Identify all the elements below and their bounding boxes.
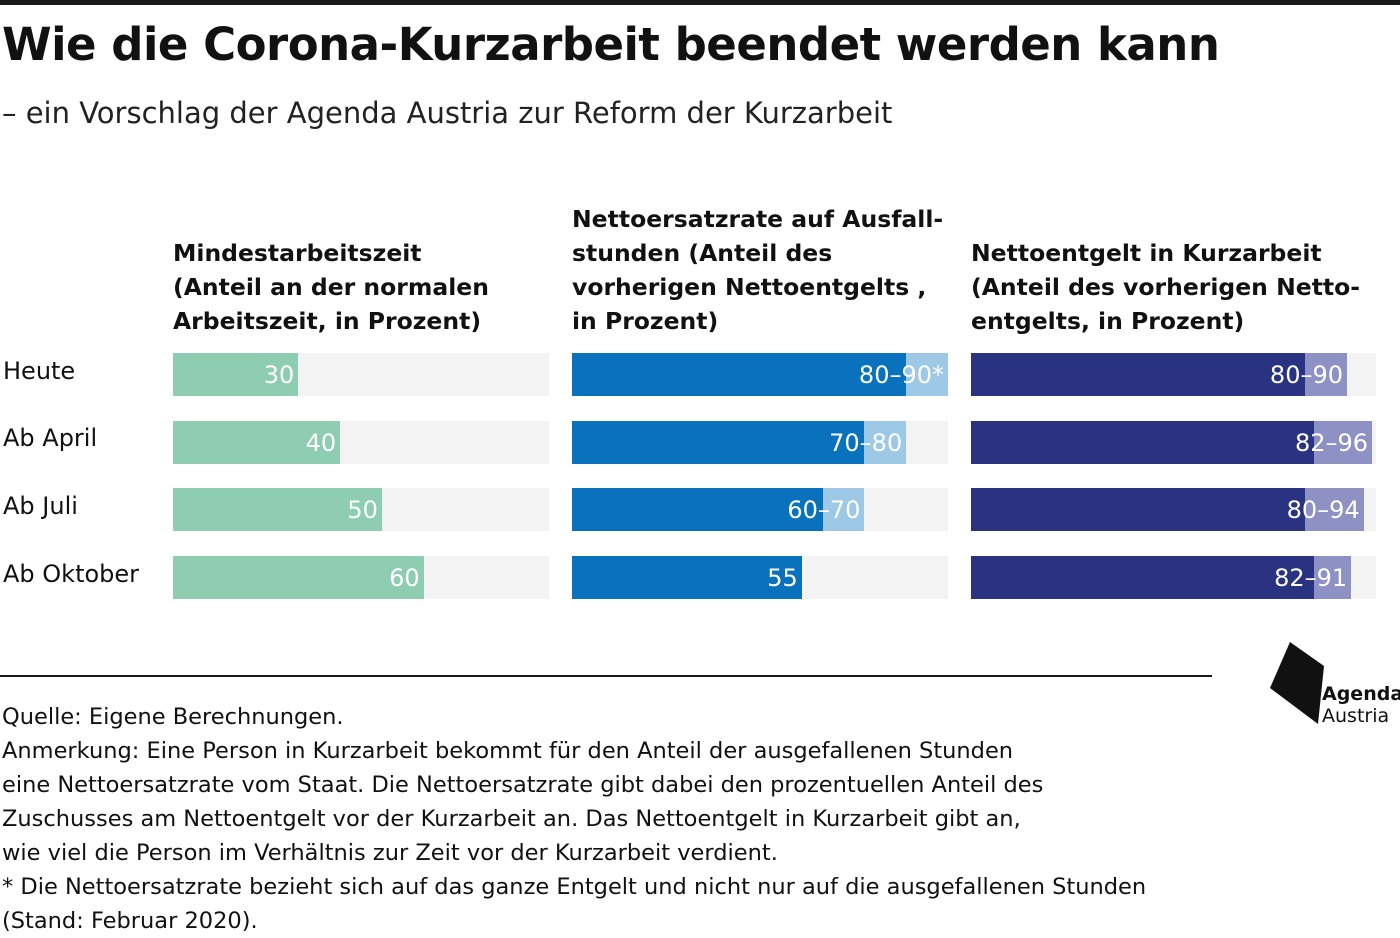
bar-range-extension (1313, 421, 1373, 464)
bar-value-label: 70–80 (829, 429, 903, 457)
bar (572, 421, 865, 464)
bar-value-label: 30 (263, 361, 295, 389)
bar-value-label: 40 (305, 429, 337, 457)
top-rule (0, 0, 1400, 5)
row-label: Ab Juli (3, 492, 78, 520)
bar (173, 556, 424, 599)
logo-text-agenda: Agenda (1322, 683, 1400, 705)
bar (572, 488, 823, 531)
bar-value-label: 60 (389, 564, 420, 592)
panel-title-nettoentgelt: Nettoentgelt in Kurzarbeit (Anteil des v… (971, 239, 1361, 335)
bar (971, 421, 1314, 464)
row-label: Heute (3, 357, 76, 385)
chart-subtitle: – ein Vorschlag der Agenda Austria zur R… (2, 96, 893, 130)
bar-range-extension (864, 421, 907, 464)
bar (971, 353, 1306, 396)
footer-source: Quelle: Eigene Berechnungen. (2, 704, 344, 730)
logo-text-austria: Austria (1322, 705, 1390, 727)
row-label: Ab Oktober (3, 560, 140, 588)
agenda-austria-logo-icon (1270, 642, 1324, 724)
bar (572, 556, 802, 599)
panel-title-mindestarbeitszeit: Mindestarbeitszeit (Anteil an der normal… (173, 239, 489, 335)
bar-value-label: 60–70 (787, 496, 861, 524)
bar-range-extension (906, 353, 948, 396)
bar (173, 353, 299, 396)
bar-value-label: 82–96 (1294, 429, 1369, 457)
footer-footnote: * Die Nettoersatzrate bezieht sich auf d… (2, 874, 1147, 934)
bar-value-label: 82–91 (1274, 564, 1348, 592)
bar (173, 488, 382, 531)
bar-range-extension (1305, 488, 1364, 531)
bar (971, 556, 1314, 599)
bar-range-extension (1305, 353, 1347, 396)
footer: Quelle: Eigene Berechnungen. Anmerkung: E… (2, 700, 1332, 938)
chart-title: Wie die Corona-Kurzarbeit beendet werden… (2, 18, 1220, 71)
bar-range-extension (1313, 556, 1352, 599)
bar-value-label: 50 (347, 496, 378, 524)
bar-value-label: 80–90 (1269, 361, 1343, 389)
bar (971, 488, 1306, 531)
bar (572, 353, 907, 396)
footer-note: Anmerkung: Eine Person in Kurzarbeit bek… (2, 738, 1044, 866)
bar-value-label: 80–90* (858, 361, 944, 389)
bar (173, 421, 341, 464)
bar-range-extension (822, 488, 865, 531)
row-label: Ab April (3, 424, 98, 452)
bar-value-label: 80–94 (1286, 496, 1360, 524)
bar-value-label: 55 (767, 564, 798, 592)
bottom-rule (0, 675, 1212, 677)
panel-title-nettoersatzrate: Nettoersatzrate auf Ausfall- stunden (An… (572, 205, 944, 335)
